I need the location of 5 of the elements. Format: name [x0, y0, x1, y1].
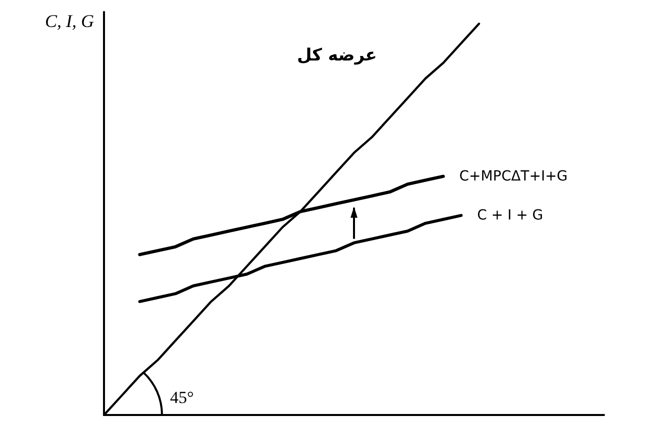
- series-label: C + I + G: [477, 207, 544, 224]
- series-label: C+MPCΔT+I+G: [459, 168, 568, 184]
- y-axis-title: C, I, G: [45, 11, 94, 31]
- annotation: 45°: [170, 388, 194, 407]
- text: عرضه کل: [297, 46, 377, 66]
